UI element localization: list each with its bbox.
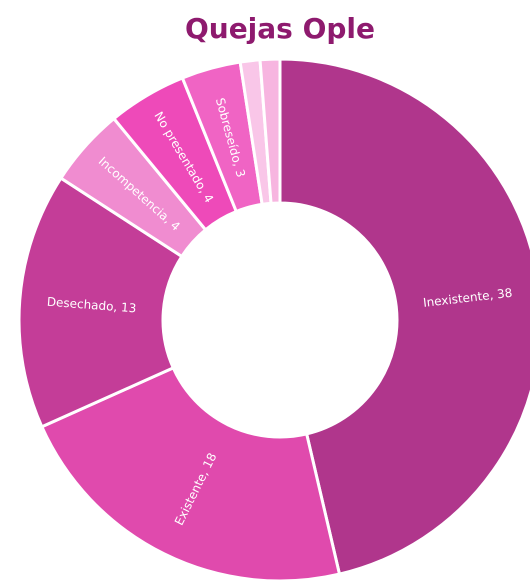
data-label: Desechado, 13 bbox=[46, 295, 136, 316]
donut-slice bbox=[17, 176, 184, 429]
donut-slice bbox=[258, 57, 282, 205]
donut-slice bbox=[278, 57, 530, 576]
donut-slice bbox=[39, 365, 342, 580]
donut bbox=[17, 57, 530, 580]
chart-title: Quejas Ople bbox=[185, 12, 375, 45]
